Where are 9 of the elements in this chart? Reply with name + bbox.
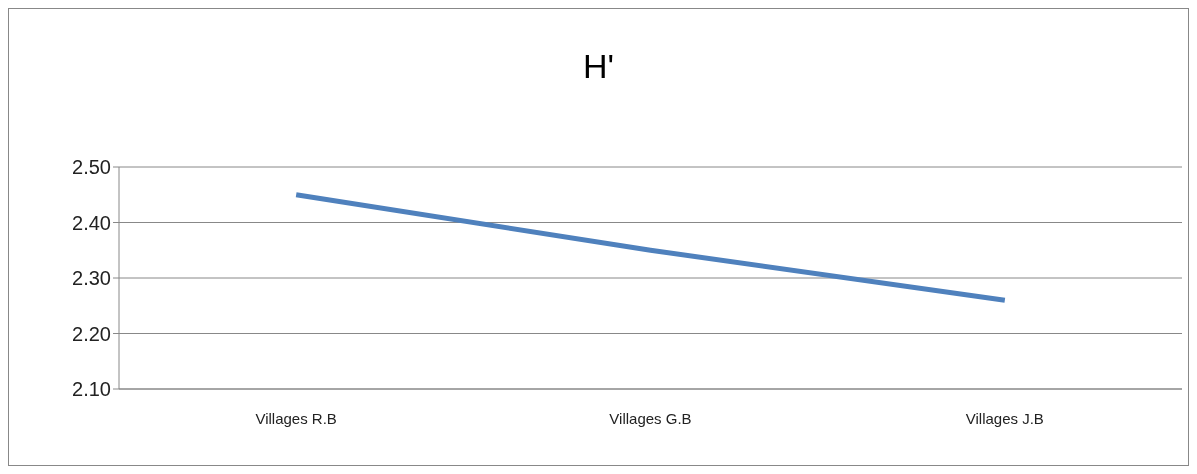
chart-title: H' [581, 47, 615, 86]
x-tick-label: Villages J.B [965, 409, 1044, 427]
y-tick-label: 2.10 [72, 378, 111, 401]
y-tick-label: 2.30 [72, 267, 111, 290]
y-tick-label: 2.40 [72, 211, 111, 234]
y-tick-label: 2.50 [72, 156, 111, 179]
y-tick-label: 2.20 [72, 322, 111, 345]
x-tick-label: Villages G.B [609, 409, 692, 427]
x-tick-label: Villages R.B [255, 409, 337, 427]
